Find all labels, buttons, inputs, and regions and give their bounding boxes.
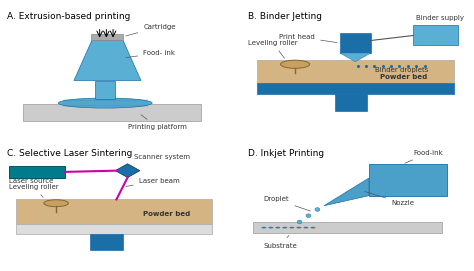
Ellipse shape [281, 60, 310, 68]
Polygon shape [74, 40, 141, 80]
Text: Food-ink: Food-ink [405, 150, 443, 163]
Text: C. Selective Laser Sintering: C. Selective Laser Sintering [7, 149, 132, 158]
Text: Laser beam: Laser beam [126, 178, 180, 186]
FancyBboxPatch shape [257, 83, 454, 94]
Text: Leveling roller: Leveling roller [9, 184, 59, 197]
Text: Print head: Print head [280, 34, 337, 43]
FancyBboxPatch shape [9, 166, 65, 178]
Ellipse shape [296, 227, 301, 228]
Ellipse shape [290, 227, 294, 228]
Text: Scanner system: Scanner system [134, 154, 190, 160]
FancyBboxPatch shape [340, 33, 371, 53]
FancyBboxPatch shape [369, 164, 447, 196]
Text: Food- ink: Food- ink [126, 50, 175, 58]
FancyBboxPatch shape [16, 199, 212, 224]
Ellipse shape [297, 220, 302, 224]
Text: B. Binder Jetting: B. Binder Jetting [248, 12, 322, 21]
Ellipse shape [261, 227, 266, 228]
Text: Nozzle: Nozzle [365, 192, 414, 206]
Text: Binder droplets: Binder droplets [375, 67, 429, 73]
Ellipse shape [58, 98, 152, 108]
Text: D. Inkjet Printing: D. Inkjet Printing [248, 149, 324, 158]
Text: Leveling roller: Leveling roller [248, 40, 298, 58]
FancyBboxPatch shape [23, 104, 201, 121]
Ellipse shape [306, 214, 311, 218]
Text: Powder bed: Powder bed [143, 211, 191, 217]
Text: Droplet: Droplet [264, 196, 310, 211]
Ellipse shape [303, 227, 309, 228]
FancyBboxPatch shape [91, 34, 123, 40]
Text: Binder supply: Binder supply [416, 15, 464, 21]
FancyBboxPatch shape [335, 94, 366, 111]
Polygon shape [115, 164, 140, 178]
Text: Laser source: Laser source [9, 178, 54, 184]
FancyBboxPatch shape [257, 60, 454, 83]
FancyBboxPatch shape [253, 222, 442, 233]
Ellipse shape [283, 227, 287, 228]
Text: Powder bed: Powder bed [380, 74, 427, 80]
FancyBboxPatch shape [16, 224, 212, 234]
Ellipse shape [315, 208, 320, 211]
Polygon shape [324, 178, 369, 206]
Ellipse shape [268, 227, 273, 228]
FancyBboxPatch shape [90, 234, 123, 250]
Polygon shape [95, 80, 115, 99]
Ellipse shape [44, 200, 68, 207]
Text: Cartridge: Cartridge [126, 24, 176, 36]
FancyBboxPatch shape [413, 25, 458, 46]
Polygon shape [340, 53, 371, 62]
Ellipse shape [310, 227, 315, 228]
Text: Printing platform: Printing platform [128, 115, 186, 130]
Ellipse shape [275, 227, 280, 228]
Text: A. Extrusion-based printing: A. Extrusion-based printing [7, 12, 130, 21]
Text: Substrate: Substrate [264, 235, 298, 249]
